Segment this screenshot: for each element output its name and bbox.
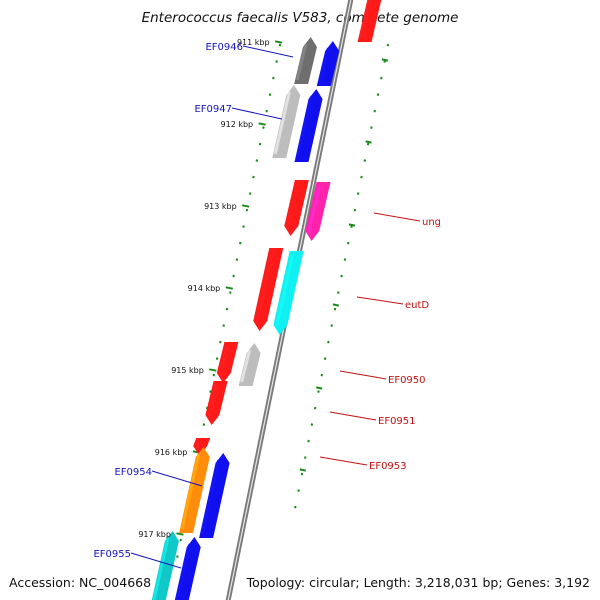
gene-label-ef0947[interactable]: EF0947: [194, 104, 232, 115]
label-leader-line: [242, 45, 294, 58]
ef0946-gene-highlight: [295, 43, 308, 81]
gene-label-ef0946[interactable]: EF0946: [205, 42, 243, 53]
gene-label-ef0951[interactable]: EF0951: [378, 416, 416, 427]
kbp-tick-mark: [176, 532, 184, 536]
gene-labels: EF0946 EF0947 EF0954 EF0955 ung eutD EF0…: [93, 42, 441, 569]
tick-label-914: 914 kbp: [188, 284, 221, 293]
kbp-tick-mark: [242, 204, 250, 208]
kbp-tick-mark-right: [348, 223, 356, 227]
tick-label-916: 916 kbp: [155, 448, 188, 457]
ef0953-gene-highlight: [194, 441, 201, 450]
kbp-tick-mark-right: [365, 140, 372, 144]
ef0951-gene: [205, 381, 228, 425]
tick-label-913: 913 kbp: [204, 202, 237, 211]
feature-track: [151, 0, 382, 600]
kbp-tick-mark-right: [316, 386, 323, 390]
ef0947-gene-highlight: [273, 91, 291, 155]
gene-0-highlight: [359, 0, 372, 39]
kbp-tick-mark: [258, 122, 266, 126]
accession-text: Accession: NC_004668: [9, 575, 152, 590]
kbp-tick-mark: [225, 286, 233, 290]
kbp-tick-mark-right: [332, 303, 340, 307]
gene-label-ef0953[interactable]: EF0953: [369, 461, 407, 472]
label-leader-line: [319, 456, 368, 466]
gene-label-ef0954[interactable]: EF0954: [114, 467, 152, 478]
label-leader-line: [231, 107, 283, 120]
gene-label-ef0950[interactable]: EF0950: [388, 375, 426, 386]
genome-summary-text: Topology: circular; Length: 3,218,031 bp…: [246, 575, 590, 590]
ef0950-gene: [216, 342, 239, 383]
ef0955-gene-highlight: [152, 537, 170, 600]
ef0950-gene-highlight: [218, 345, 229, 377]
ef0955-cds-highlight: [175, 543, 192, 600]
eutd-gene-highlight: [254, 251, 274, 325]
ef0947-cds-highlight: [296, 95, 314, 159]
tick-label-911: 911 kbp: [237, 38, 270, 47]
kbp-tick-mark-right: [299, 468, 306, 472]
kbp-tick-mark: [274, 40, 283, 44]
gene-label-ung[interactable]: ung: [422, 217, 441, 228]
ef0946-cds-highlight: [318, 47, 330, 83]
label-leader-line: [356, 296, 404, 305]
ung-gene-highlight: [285, 183, 300, 230]
tick-label-917: 917 kbp: [138, 530, 171, 539]
gene-label-ef0955[interactable]: EF0955: [93, 549, 131, 560]
map-title: Enterococcus faecalis V583, complete gen…: [142, 10, 459, 26]
label-leader-line: [329, 411, 377, 421]
tick-label-915: 915 kbp: [171, 366, 204, 375]
kbp-tick-mark: [209, 368, 217, 372]
ef0954-cds-highlight: [200, 459, 221, 535]
kbp-tick-mark-right: [381, 58, 389, 62]
eutd-cds-highlight: [274, 254, 295, 329]
ef0950-cds-highlight: [240, 349, 252, 383]
label-leader-line: [373, 212, 421, 222]
label-leader-line: [151, 470, 203, 487]
ef0951-gene-highlight: [206, 384, 219, 419]
ruler: 911 kbp 912 kbp 913 kbp 914 kbp 915 kbp …: [138, 38, 269, 539]
gene-label-eutd[interactable]: eutD: [405, 300, 429, 311]
ung-cds-highlight: [306, 185, 321, 235]
label-leader-line: [339, 370, 387, 380]
tick-label-912: 912 kbp: [221, 120, 254, 129]
ef0954-gene-highlight: [180, 453, 201, 530]
label-leader-line: [130, 552, 182, 569]
